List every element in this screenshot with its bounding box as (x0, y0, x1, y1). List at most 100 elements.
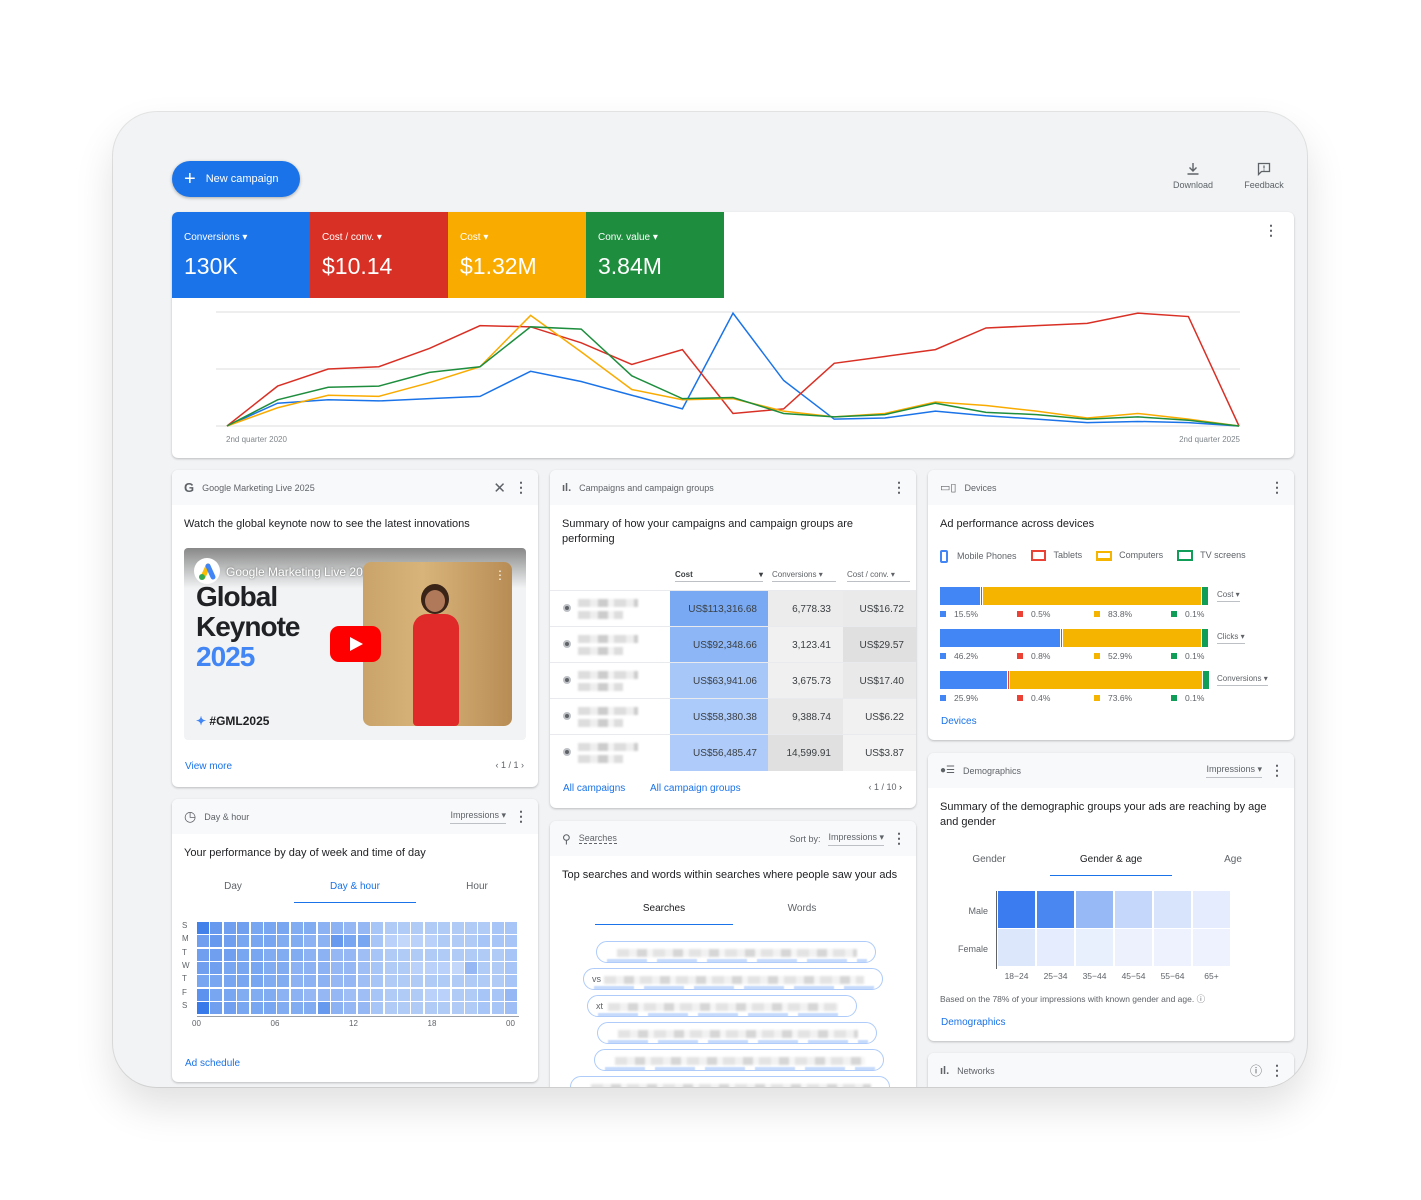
heatmap-cell[interactable] (371, 988, 384, 1001)
heatmap-cell[interactable] (491, 922, 504, 934)
heatmap-cell[interactable] (344, 961, 357, 974)
device-bar-segment[interactable] (982, 587, 1203, 605)
heatmap-cell[interactable] (438, 935, 451, 948)
heatmap-cell[interactable] (451, 948, 464, 961)
metric-dropdown[interactable]: Impressions ▾ (450, 810, 506, 824)
heatmap-cell[interactable] (344, 975, 357, 988)
tab-day-hour[interactable]: Day & hour (294, 871, 416, 903)
demographic-cell[interactable] (998, 929, 1035, 966)
all-campaigns-link[interactable]: All campaigns (563, 783, 626, 794)
heatmap-cell[interactable] (264, 922, 276, 934)
tab-day[interactable]: Day (224, 881, 242, 892)
ad-schedule-link[interactable]: Ad schedule (185, 1058, 241, 1069)
heatmap-cell[interactable] (371, 922, 384, 934)
more-options-icon[interactable]: ⋮ (892, 830, 906, 846)
heatmap-cell[interactable] (264, 935, 276, 948)
tab-hour[interactable]: Hour (466, 881, 488, 892)
heatmap-cell[interactable] (357, 935, 370, 948)
heatmap-cell[interactable] (398, 922, 410, 934)
campaign-name-redacted[interactable] (578, 707, 638, 715)
heatmap-cell[interactable] (491, 961, 504, 974)
more-options-icon[interactable]: ⋮ (892, 479, 906, 495)
device-bar-segment[interactable] (940, 629, 1062, 647)
heatmap-cell[interactable] (331, 948, 343, 961)
heatmap-cell[interactable] (197, 935, 209, 948)
prev-icon[interactable]: ‹ (495, 760, 501, 770)
heatmap-cell[interactable] (197, 948, 209, 961)
device-bar-segment[interactable] (1061, 629, 1064, 647)
heatmap-cell[interactable] (277, 935, 290, 948)
heatmap-cell[interactable] (317, 988, 330, 1001)
heatmap-cell[interactable] (505, 975, 518, 988)
more-options-icon[interactable]: ⋮ (1264, 222, 1278, 238)
heatmap-cell[interactable] (237, 1001, 250, 1014)
heatmap-cell[interactable] (505, 948, 518, 961)
heatmap-cell[interactable] (237, 922, 250, 934)
demographic-cell[interactable] (1154, 891, 1191, 928)
heatmap-cell[interactable] (344, 935, 357, 948)
heatmap-cell[interactable] (304, 975, 317, 988)
demographic-cell[interactable] (1193, 891, 1230, 928)
close-icon[interactable]: ✕ (493, 479, 506, 497)
heatmap-cell[interactable] (237, 961, 250, 974)
heatmap-cell[interactable] (290, 948, 303, 961)
heatmap-cell[interactable] (210, 988, 223, 1001)
table-row[interactable]: US$113,316.68 6,778.33 US$16.72 (550, 590, 916, 627)
heatmap-cell[interactable] (491, 975, 504, 988)
heatmap-cell[interactable] (398, 961, 410, 974)
heatmap-cell[interactable] (304, 961, 317, 974)
device-metric-dropdown[interactable]: Clicks ▾ (1217, 632, 1245, 644)
heatmap-cell[interactable] (505, 961, 518, 974)
heatmap-cell[interactable] (264, 1001, 276, 1014)
heatmap-cell[interactable] (451, 961, 464, 974)
metric-tile[interactable]: Conv. value ▾ 3.84M (586, 212, 724, 298)
heatmap-cell[interactable] (438, 948, 451, 961)
download-button[interactable]: Download (1163, 162, 1223, 190)
heatmap-cell[interactable] (304, 988, 317, 1001)
table-row[interactable]: US$58,380.38 9,388.74 US$6.22 (550, 698, 916, 735)
heatmap-cell[interactable] (465, 961, 477, 974)
heatmap-cell[interactable] (250, 975, 263, 988)
campaign-name-redacted[interactable] (578, 635, 638, 643)
heatmap-cell[interactable] (317, 1001, 330, 1014)
heatmap-cell[interactable] (357, 922, 370, 934)
help-icon[interactable]: ⓘ (1249, 1064, 1262, 1078)
tab-gender-age[interactable]: Gender & age (1050, 844, 1172, 876)
metric-tile[interactable]: Cost ▾ $1.32M (448, 212, 586, 298)
heatmap-cell[interactable] (250, 922, 263, 934)
heatmap-cell[interactable] (223, 1001, 236, 1014)
heatmap-cell[interactable] (304, 1001, 317, 1014)
heatmap-cell[interactable] (277, 922, 290, 934)
metric-label[interactable]: Conversions ▾ (184, 232, 248, 243)
heatmap-cell[interactable] (398, 988, 410, 1001)
heatmap-cell[interactable] (277, 1001, 290, 1014)
tab-gender[interactable]: Gender (972, 854, 1006, 865)
campaign-name-redacted[interactable] (578, 743, 638, 751)
heatmap-cell[interactable] (465, 948, 477, 961)
heatmap-cell[interactable] (505, 1001, 518, 1014)
table-row[interactable]: US$92,348.66 3,123.41 US$29.57 (550, 626, 916, 663)
heatmap-cell[interactable] (384, 948, 397, 961)
heatmap-cell[interactable] (424, 961, 437, 974)
heatmap-cell[interactable] (371, 975, 384, 988)
heatmap-cell[interactable] (478, 948, 491, 961)
heatmap-cell[interactable] (344, 988, 357, 1001)
campaign-name-redacted[interactable] (578, 599, 638, 607)
heatmap-cell[interactable] (197, 975, 209, 988)
heatmap-cell[interactable] (331, 922, 343, 934)
heatmap-cell[interactable] (197, 988, 209, 1001)
more-options-icon[interactable]: ⋮ (514, 808, 528, 824)
heatmap-cell[interactable] (357, 975, 370, 988)
tab-words[interactable]: Words (787, 903, 817, 914)
heatmap-cell[interactable] (398, 975, 410, 988)
heatmap-cell[interactable] (398, 1001, 410, 1014)
heatmap-cell[interactable] (250, 1001, 263, 1014)
device-bar-segment[interactable] (1201, 629, 1209, 647)
device-bar-segment[interactable] (1009, 671, 1203, 689)
search-term-pill[interactable]: xt (587, 995, 857, 1017)
heatmap-cell[interactable] (384, 922, 397, 934)
view-more-link[interactable]: View more (185, 761, 233, 772)
heatmap-cell[interactable] (344, 948, 357, 961)
device-bar-segment[interactable] (1063, 629, 1202, 647)
heatmap-cell[interactable] (491, 988, 504, 1001)
